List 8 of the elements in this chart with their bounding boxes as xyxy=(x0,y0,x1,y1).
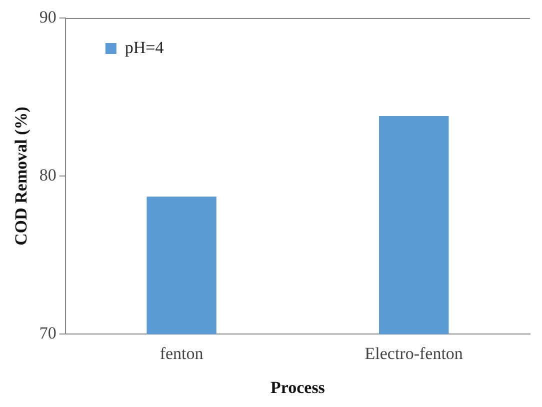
legend-label: pH=4 xyxy=(124,38,164,57)
y-tick-label: 80 xyxy=(39,166,56,185)
y-tick-label: 90 xyxy=(39,7,56,26)
y-tick-label: 70 xyxy=(39,324,56,343)
y-axis-title: COD Removal (%) xyxy=(12,106,31,246)
x-tick-label: fenton xyxy=(160,344,204,363)
x-axis-title: Process xyxy=(270,378,326,398)
x-tick-label: Electro-fenton xyxy=(364,344,464,363)
